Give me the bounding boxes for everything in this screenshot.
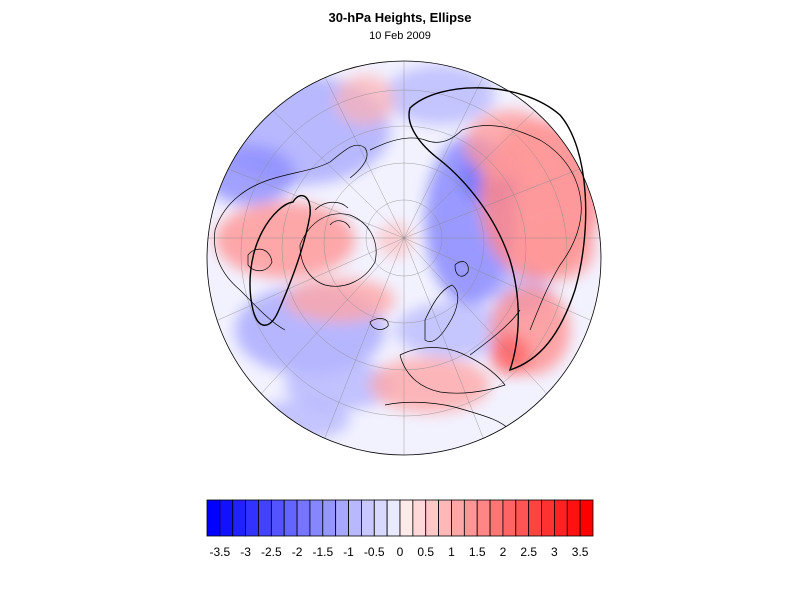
colorbar-box bbox=[399, 499, 414, 537]
colorbar-box bbox=[283, 499, 298, 537]
colorbar-box bbox=[579, 499, 594, 537]
colorbar-tick-label: 1 bbox=[448, 545, 455, 559]
colorbar-tick-label: -3.5 bbox=[210, 545, 231, 559]
colorbar-box bbox=[528, 499, 542, 537]
colorbar-box bbox=[412, 499, 427, 537]
colorbar-tick-label: -3 bbox=[240, 545, 251, 559]
colorbar-box bbox=[309, 499, 324, 537]
colorbar-box bbox=[232, 499, 247, 537]
colorbar-tick-label: 1.5 bbox=[469, 545, 486, 559]
colorbar-tick-label: 3.5 bbox=[572, 545, 589, 559]
colorbar-tick-label: -1 bbox=[343, 545, 354, 559]
colorbar-box bbox=[489, 499, 504, 537]
colorbar-box bbox=[438, 499, 452, 537]
colorbar-box bbox=[515, 499, 530, 537]
colorbar-tick-label: 3 bbox=[551, 545, 558, 559]
colorbar-box bbox=[258, 499, 272, 537]
colorbar-tick-label: 2.5 bbox=[520, 545, 537, 559]
colorbar-box bbox=[206, 499, 221, 537]
colorbar-tick-label: 0 bbox=[397, 545, 404, 559]
colorbar-box bbox=[425, 499, 440, 537]
colorbar-box bbox=[270, 499, 285, 537]
colorbar-tick-label: 0.5 bbox=[417, 545, 434, 559]
colorbar-box bbox=[219, 499, 234, 537]
colorbar-tick-label: -2.5 bbox=[261, 545, 282, 559]
colorbar-box bbox=[335, 499, 349, 537]
colorbar-box bbox=[322, 499, 337, 537]
colorbar-box bbox=[386, 499, 401, 537]
map-boundary bbox=[206, 60, 602, 456]
map-title: 30-hPa Heights, Ellipse bbox=[328, 10, 472, 25]
colorbar-box bbox=[554, 499, 568, 537]
colorbar-box bbox=[360, 499, 375, 537]
colorbar-box bbox=[502, 499, 517, 537]
vortex-ellipse-contours bbox=[249, 87, 587, 372]
colorbar-box bbox=[566, 499, 581, 537]
colorbar-labels: -3.5 -3 -2.5 -2 -1.5 -1 -0.5 0 0.5 1 1.5 2 2.5 3 3.5 bbox=[210, 545, 589, 559]
colorbar-box bbox=[541, 499, 555, 537]
colorbar-box bbox=[348, 499, 362, 537]
colorbar-box bbox=[476, 499, 491, 537]
graticule-lines bbox=[207, 61, 601, 455]
colorbar-box bbox=[373, 499, 388, 537]
colorbar-box bbox=[463, 499, 478, 537]
colorbar-boxes bbox=[206, 499, 594, 537]
colorbar-tick-label: -0.5 bbox=[364, 545, 385, 559]
coastlines bbox=[214, 125, 582, 431]
colorbar-box bbox=[245, 499, 259, 537]
map-date: 10 Feb 2009 bbox=[369, 30, 431, 42]
colorbar-box bbox=[451, 499, 465, 537]
colorbar-tick-label: -1.5 bbox=[312, 545, 333, 559]
colorbar-tick-label: -2 bbox=[292, 545, 303, 559]
colorbar-tick-label: 2 bbox=[500, 545, 507, 559]
colorbar-box bbox=[296, 499, 311, 537]
